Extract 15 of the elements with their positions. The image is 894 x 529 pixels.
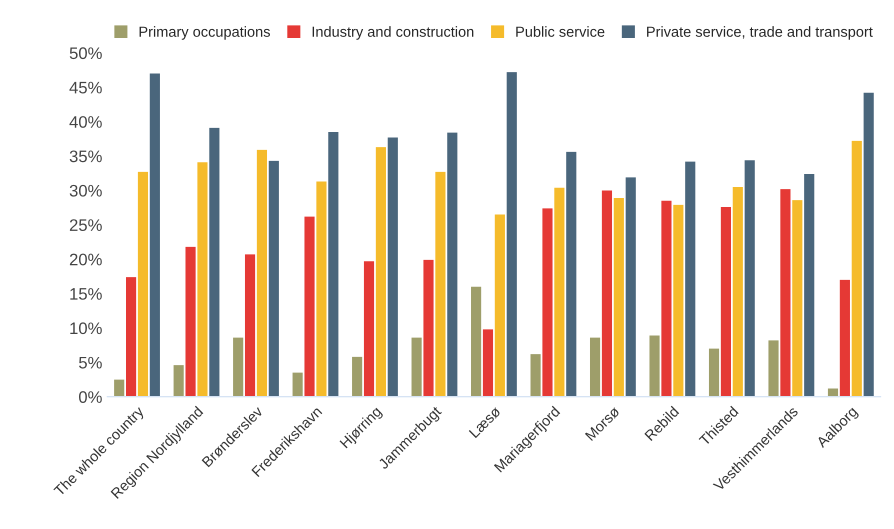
legend-label: Public service [516,26,604,37]
y-tick-label: 35% [70,150,102,162]
y-tick-label: 20% [70,254,102,266]
y-tick-label: 10% [70,322,102,334]
y-tick-label: 40% [69,116,102,128]
legend-label: Industry and construction [312,26,474,40]
legend-label: Primary occupations [140,26,270,40]
y-tick-label: 5% [78,356,102,369]
y-tick-label: 45% [69,82,102,94]
y-tick-label: 25% [70,219,102,232]
y-tick-label: 50% [70,47,102,60]
legend-label: Private service, trade and transport [647,26,873,40]
y-tick-label: 30% [70,184,102,197]
y-tick-label: 0% [78,391,102,403]
y-tick-label: 15% [70,288,102,300]
